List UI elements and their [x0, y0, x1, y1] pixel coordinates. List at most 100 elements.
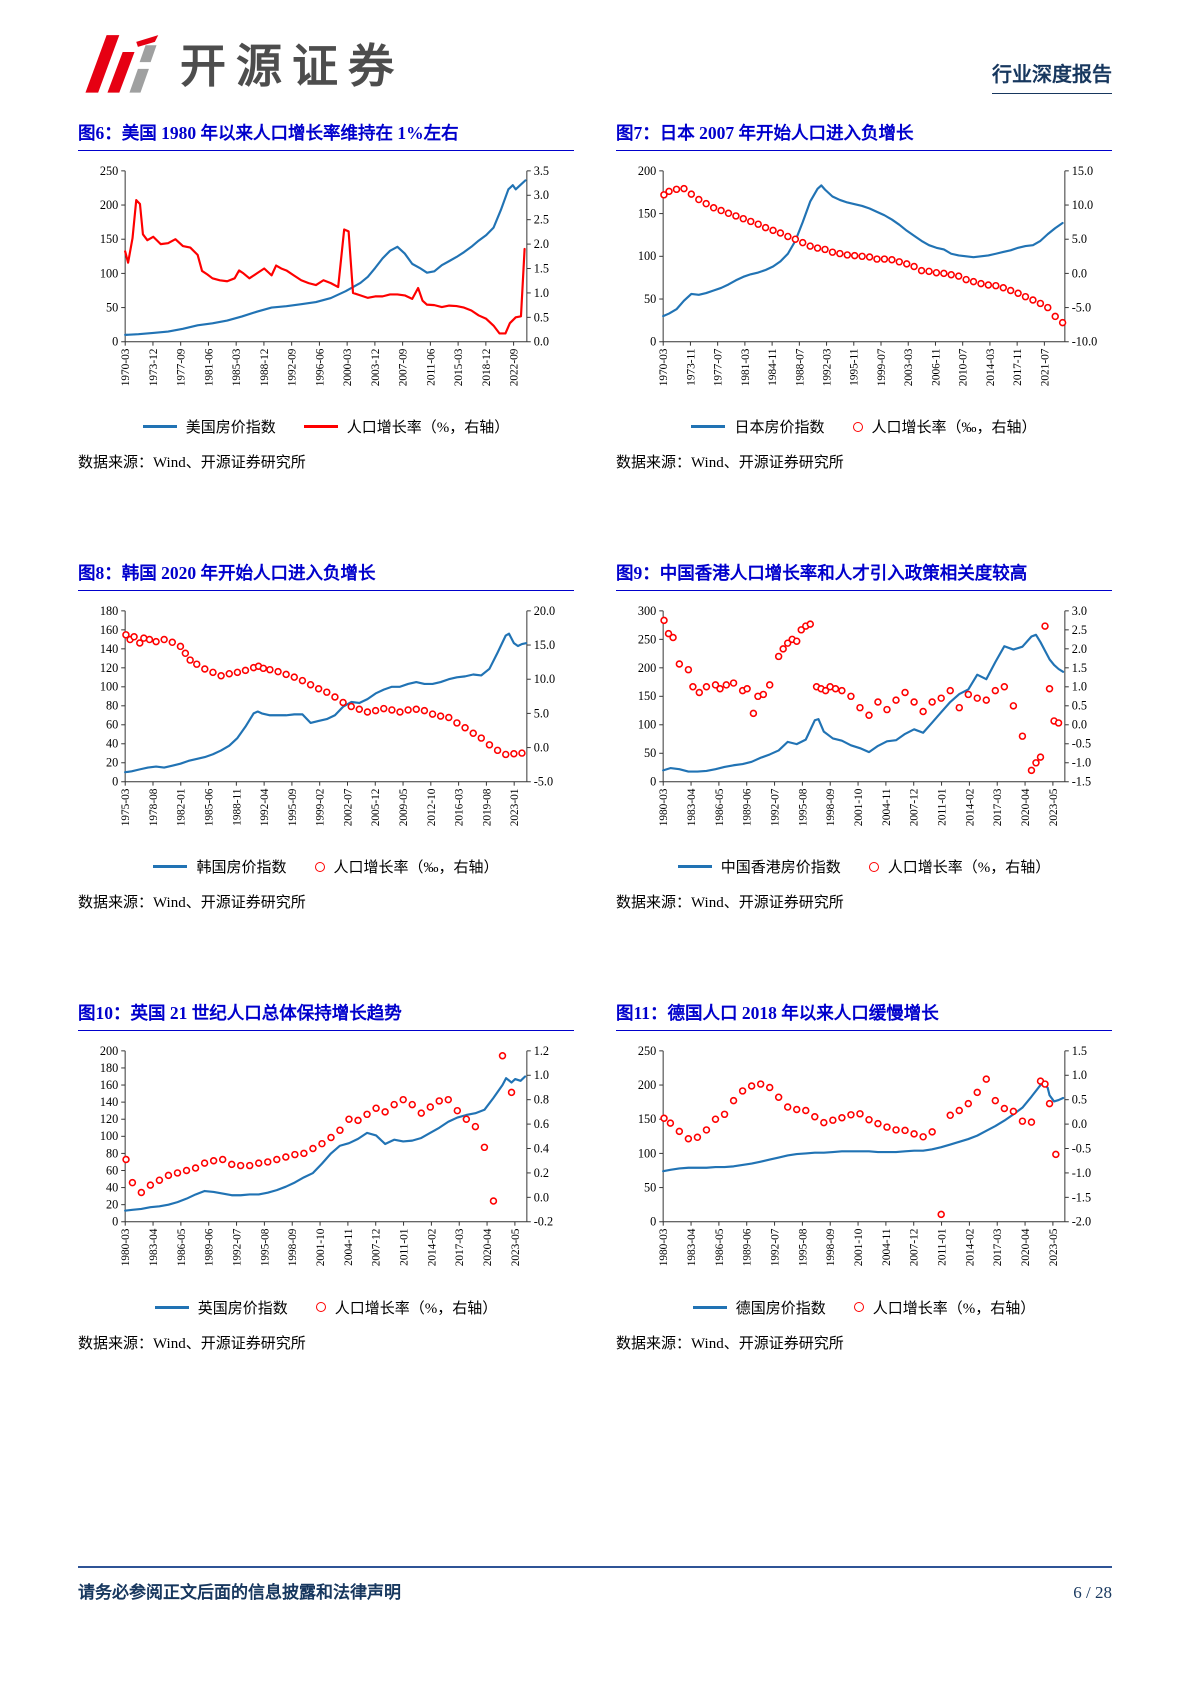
svg-text:150: 150: [638, 689, 656, 703]
svg-text:-2.0: -2.0: [1072, 1215, 1091, 1229]
report-footer: 请务必参阅正文后面的信息披露和法律声明 6 / 28: [78, 1566, 1112, 1603]
svg-text:2001-10: 2001-10: [853, 1228, 865, 1266]
svg-text:2005-12: 2005-12: [370, 788, 382, 826]
svg-text:0: 0: [650, 1215, 656, 1229]
legend-item: 人口增长率（‰，右轴）: [314, 856, 499, 877]
svg-text:1970-03: 1970-03: [658, 348, 670, 386]
brand-logo-icon: [85, 35, 159, 93]
svg-text:2017-11: 2017-11: [1012, 348, 1024, 385]
svg-text:2003-12: 2003-12: [370, 348, 382, 386]
svg-text:-1.0: -1.0: [1072, 1166, 1091, 1180]
figure-block: 图8：韩国 2020 年开始人口进入负增长 0 20 40 60 80 100 120 140…: [78, 562, 574, 912]
svg-text:1.0: 1.0: [534, 286, 549, 300]
svg-text:1989-06: 1989-06: [204, 1228, 216, 1266]
svg-text:2001-10: 2001-10: [853, 788, 865, 826]
svg-text:0.0: 0.0: [534, 334, 549, 348]
svg-text:1.2: 1.2: [534, 1044, 549, 1058]
line-series-swatch: [692, 1305, 727, 1309]
line-series-swatch: [677, 865, 712, 869]
svg-text:1980-03: 1980-03: [120, 1228, 132, 1266]
svg-text:1985-03: 1985-03: [231, 348, 243, 386]
legend-label: 日本房价指数: [734, 420, 825, 437]
figure-legend: 德国房价指数 人口增长率（%，右轴）: [616, 1297, 1112, 1318]
svg-text:1980-03: 1980-03: [658, 788, 670, 826]
svg-text:10.0: 10.0: [1072, 198, 1093, 212]
legend-item: 中国香港房价指数: [677, 856, 841, 877]
figure-block: 图7：日本 2007 年开始人口进入负增长 0 50 100 150 200 -10.0 -…: [616, 122, 1112, 472]
legend-item: 美国房价指数: [142, 416, 276, 437]
legend-item: 人口增长率（%，右轴）: [303, 416, 509, 437]
marker-series-swatch: [852, 421, 863, 432]
svg-text:1989-06: 1989-06: [742, 1228, 754, 1266]
legend-item: 人口增长率（%，右轴）: [868, 856, 1051, 877]
svg-text:2023-05: 2023-05: [1048, 1228, 1060, 1266]
dual-axis-line-chart: 0 50 100 150 200 250 -2.0 -1.5 -1.0 -0.5 0.0 0.5 1.0…: [638, 1044, 1091, 1266]
svg-text:2020-04: 2020-04: [1020, 1228, 1032, 1266]
svg-text:80: 80: [106, 1146, 118, 1160]
svg-text:140: 140: [100, 642, 118, 656]
svg-text:1.0: 1.0: [534, 1068, 549, 1082]
svg-text:2020-04: 2020-04: [482, 1228, 494, 1266]
svg-text:0.5: 0.5: [534, 310, 549, 324]
svg-text:100: 100: [638, 249, 656, 263]
svg-text:2.0: 2.0: [1072, 642, 1087, 656]
svg-text:-1.5: -1.5: [1072, 775, 1091, 789]
svg-text:150: 150: [638, 1112, 656, 1126]
svg-text:80: 80: [106, 699, 118, 713]
svg-text:1992-04: 1992-04: [259, 788, 271, 826]
svg-text:-5.0: -5.0: [534, 775, 553, 789]
legend-item: 英国房价指数: [154, 1297, 288, 1318]
svg-text:1995-11: 1995-11: [849, 348, 861, 385]
svg-text:2017-03: 2017-03: [992, 1228, 1004, 1266]
svg-text:150: 150: [100, 232, 118, 246]
dual-axis-line-chart: 0 20 40 60 80 100 120 140 160 180 -5.0 0.0 5.0 10.0 15…: [100, 604, 555, 826]
svg-text:2016-03: 2016-03: [454, 788, 466, 826]
svg-text:150: 150: [638, 206, 656, 220]
svg-text:1.5: 1.5: [1072, 661, 1087, 675]
svg-text:200: 200: [100, 1044, 118, 1058]
svg-text:2017-03: 2017-03: [992, 788, 1004, 826]
svg-text:100: 100: [638, 718, 656, 732]
svg-text:0.0: 0.0: [1072, 1117, 1087, 1131]
svg-text:15.0: 15.0: [1072, 164, 1093, 178]
svg-text:1973-11: 1973-11: [685, 348, 697, 385]
legend-label: 德国房价指数: [735, 1300, 826, 1317]
svg-text:1992-03: 1992-03: [821, 348, 833, 386]
line-series-swatch: [691, 425, 726, 429]
svg-text:60: 60: [106, 718, 118, 732]
svg-text:2000-03: 2000-03: [342, 348, 354, 386]
legend-label: 人口增长率（‰，右轴）: [871, 420, 1037, 437]
svg-text:0: 0: [112, 775, 118, 789]
svg-text:1995-08: 1995-08: [797, 788, 809, 826]
legend-label: 中国香港房价指数: [720, 860, 841, 877]
svg-text:1989-06: 1989-06: [742, 788, 754, 826]
svg-text:2011-01: 2011-01: [936, 1229, 948, 1266]
svg-text:2022-09: 2022-09: [509, 348, 521, 386]
svg-text:2001-10: 2001-10: [315, 1228, 327, 1266]
svg-text:3.0: 3.0: [1072, 604, 1087, 618]
svg-text:2023-05: 2023-05: [1048, 788, 1060, 826]
svg-text:2.5: 2.5: [1072, 623, 1087, 637]
svg-text:1983-04: 1983-04: [148, 1228, 160, 1266]
svg-text:0.0: 0.0: [534, 740, 549, 754]
legend-label: 人口增长率（%，右轴）: [887, 860, 1051, 877]
figure-source: 数据来源：Wind、开源证券研究所: [616, 895, 844, 912]
svg-text:180: 180: [100, 604, 118, 618]
svg-text:250: 250: [100, 164, 118, 178]
marker-series-swatch: [315, 1302, 326, 1313]
figure-block: 图6：美国 1980 年以来人口增长率维持在 1%左右 0 50 100 150 200…: [78, 122, 574, 472]
svg-text:100: 100: [100, 1129, 118, 1143]
svg-text:2014-03: 2014-03: [985, 348, 997, 386]
svg-text:2011-01: 2011-01: [398, 1229, 410, 1266]
svg-text:2017-03: 2017-03: [454, 1228, 466, 1266]
svg-text:50: 50: [106, 300, 118, 314]
svg-text:-1.0: -1.0: [1072, 756, 1091, 770]
svg-text:250: 250: [638, 632, 656, 646]
figure-legend: 韩国房价指数 人口增长率（‰，右轴）: [78, 856, 574, 877]
svg-text:1988-07: 1988-07: [794, 348, 806, 386]
svg-text:-0.2: -0.2: [534, 1215, 553, 1229]
svg-text:100: 100: [100, 680, 118, 694]
figure-block: 图11：德国人口 2018 年以来人口缓慢增长 0 50 100 150 200 250 -…: [616, 1002, 1112, 1352]
svg-text:50: 50: [644, 746, 656, 760]
